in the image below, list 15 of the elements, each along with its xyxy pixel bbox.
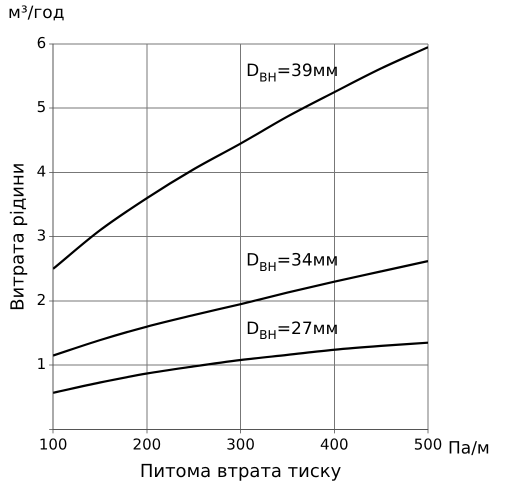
y-tick-label: 2	[36, 290, 46, 309]
x-tick-label: 100	[38, 435, 68, 454]
x-tick-label: 300	[226, 435, 255, 454]
text: м³/год	[8, 3, 64, 23]
y-tick-label: 1	[36, 355, 46, 374]
y-tick-label: 5	[36, 98, 46, 116]
text: Па/м	[448, 438, 490, 458]
x-tick-label: 200	[132, 435, 162, 454]
y-tick-label: 4	[36, 162, 46, 180]
x-tick-label: 500	[414, 435, 442, 454]
y-tick-label: 6	[36, 34, 46, 52]
y-tick-label: 3	[36, 226, 46, 245]
y-axis-title: Витрата рідини	[7, 162, 28, 311]
x-axis-title: Питома втрата тиску	[140, 460, 342, 482]
x-tick-label: 400	[320, 435, 349, 454]
